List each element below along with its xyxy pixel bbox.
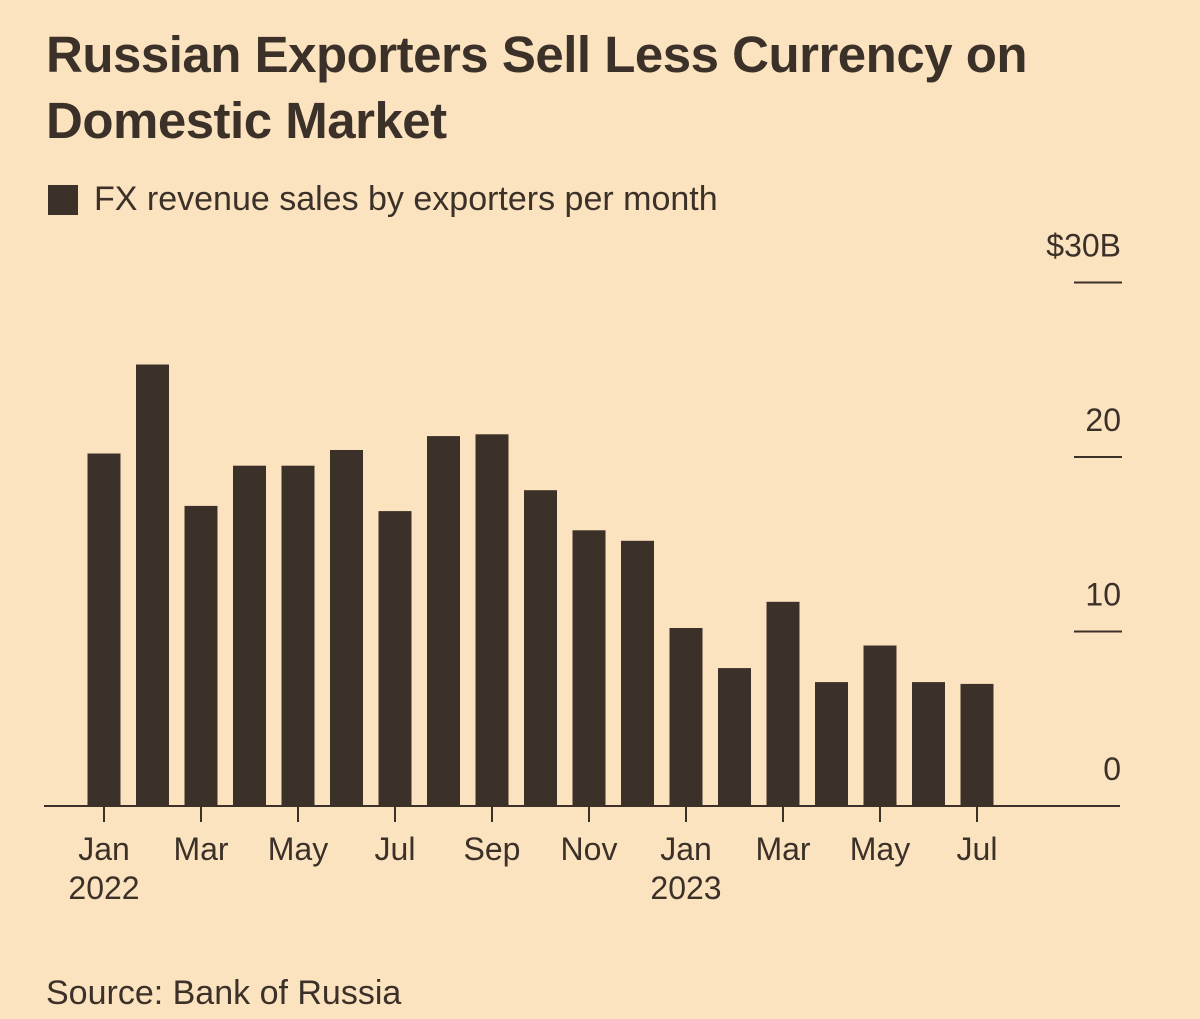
x-tick-label: Nov — [561, 831, 618, 867]
x-tick-year-label: 2022 — [68, 870, 139, 906]
x-tick-label: Mar — [173, 831, 228, 867]
x-tick-label: Mar — [755, 831, 810, 867]
legend: FX revenue sales by exporters per month — [48, 180, 718, 219]
bar-jul-2023 — [960, 683, 994, 806]
y-ticks-group: 0 10 20 $30B — [1046, 228, 1122, 787]
y-tick-label: 10 — [1085, 577, 1121, 613]
bar-jan-2023 — [669, 628, 703, 806]
y-tick-label: $30B — [1046, 228, 1121, 264]
y-tick-label: 0 — [1103, 751, 1121, 787]
x-tick-label: Sep — [464, 831, 521, 867]
y-tick-label: 20 — [1085, 402, 1121, 438]
x-tick-label: Jul — [957, 831, 998, 867]
bar-jul-2022 — [378, 511, 412, 806]
bar-nov-2022 — [572, 530, 606, 806]
x-tick-label: Jan — [78, 831, 130, 867]
x-tick-year-label: 2023 — [650, 870, 721, 906]
bar-feb-2022 — [136, 364, 169, 806]
bars-group — [87, 364, 994, 806]
x-tick-label: May — [850, 831, 910, 867]
legend-swatch — [48, 184, 78, 215]
source-note: Source: Bank of Russia — [46, 974, 402, 1012]
bar-jun-2023 — [912, 682, 945, 806]
bar-may-2022 — [281, 465, 315, 806]
bar-oct-2022 — [524, 490, 557, 806]
bar-feb-2023 — [718, 668, 751, 806]
x-tick-label: Jan — [660, 831, 712, 867]
x-tick-label: Jul — [375, 831, 416, 867]
bar-may-2023 — [863, 645, 897, 806]
bar-jan-2022 — [87, 453, 121, 806]
bar-sep-2022 — [475, 434, 509, 806]
bar-mar-2023 — [766, 601, 800, 806]
legend-label: FX revenue sales by exporters per month — [94, 180, 718, 218]
chart-title: Russian Exporters Sell Less Currency on … — [46, 26, 1028, 149]
bar-dec-2022 — [621, 540, 654, 806]
bar-apr-2023 — [815, 682, 848, 806]
bar-mar-2022 — [184, 505, 218, 806]
x-tick-label: May — [268, 831, 328, 867]
bar-aug-2022 — [427, 436, 460, 806]
bar-jun-2022 — [330, 450, 363, 806]
bar-apr-2022 — [233, 465, 266, 806]
